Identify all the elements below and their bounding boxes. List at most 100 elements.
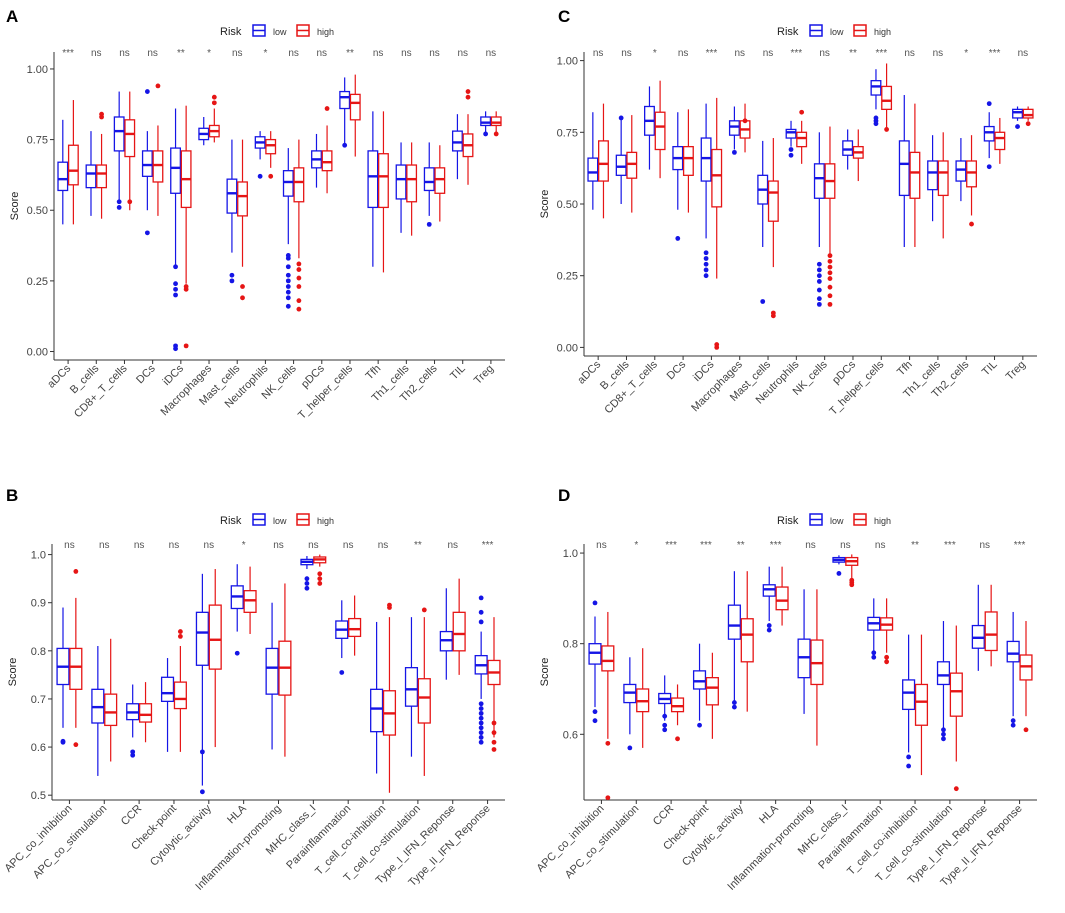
outlier-point xyxy=(884,654,890,660)
outlier-point xyxy=(816,273,822,279)
box-iqr xyxy=(321,150,333,172)
outlier-point xyxy=(1025,121,1031,127)
outlier-point xyxy=(969,221,974,227)
outlier-point xyxy=(199,749,205,755)
box-low xyxy=(230,564,244,656)
x-tick-label: CCR xyxy=(651,803,676,828)
outlier-point xyxy=(884,127,889,132)
box-low xyxy=(282,148,294,309)
box-iqr xyxy=(983,125,995,142)
outlier-point xyxy=(986,101,992,107)
x-tick-label: Tfh xyxy=(895,359,915,379)
box-low xyxy=(936,621,951,742)
box-low xyxy=(56,607,70,745)
significance-label: ns xyxy=(457,48,468,59)
outlier-point xyxy=(478,701,484,707)
box-high xyxy=(278,583,292,757)
outlier-point xyxy=(478,710,484,716)
outlier-point xyxy=(478,609,484,615)
significance-label: ns xyxy=(763,48,774,59)
x-tick-label: Parainflammation xyxy=(284,803,353,872)
outlier-point xyxy=(229,272,235,278)
outlier-point xyxy=(675,236,681,241)
box-high xyxy=(636,648,650,748)
box-low xyxy=(160,658,175,752)
box-high xyxy=(767,138,779,319)
outlier-point xyxy=(766,623,772,628)
outlier-point xyxy=(906,763,912,769)
box-low xyxy=(254,131,266,179)
outlier-point xyxy=(605,795,611,801)
outlier-point xyxy=(714,342,720,347)
outlier-point xyxy=(304,585,310,591)
significance-label: ** xyxy=(346,48,354,59)
box-high xyxy=(348,595,362,656)
box-high xyxy=(487,617,501,752)
y-tick-label: 0.8 xyxy=(31,646,46,658)
outlier-point xyxy=(339,670,345,675)
y-axis-label: Score xyxy=(539,190,551,219)
box-low xyxy=(898,95,910,248)
significance-label: ns xyxy=(904,48,915,59)
y-tick-label: 0.9 xyxy=(31,598,46,610)
box-iqr xyxy=(348,617,362,638)
significance-label: *** xyxy=(989,48,1001,59)
outlier-point xyxy=(742,118,748,124)
outlier-point xyxy=(240,284,245,289)
box-low xyxy=(113,91,125,210)
box-iqr xyxy=(96,164,108,189)
box-iqr xyxy=(936,661,951,686)
legend-label-high: high xyxy=(317,27,334,37)
y-axis-label: Score xyxy=(7,658,19,687)
box-iqr xyxy=(615,154,627,176)
box-high xyxy=(417,607,431,776)
box-low xyxy=(198,116,210,146)
significance-label: ns xyxy=(486,48,497,59)
box-low xyxy=(692,643,707,728)
y-tick-label: 0.7 xyxy=(31,694,46,706)
box-high xyxy=(237,139,248,301)
outlier-point xyxy=(173,264,178,270)
outlier-point xyxy=(465,94,471,100)
legend-title: Risk xyxy=(220,26,242,38)
significance-label: ns xyxy=(169,540,180,551)
y-tick-label: 0.00 xyxy=(557,342,578,354)
panel-label: C xyxy=(558,7,570,26)
box-iqr xyxy=(767,180,779,222)
y-tick-label: 0.25 xyxy=(557,271,578,283)
significance-label: * xyxy=(263,48,267,59)
box-iqr xyxy=(113,116,125,152)
significance-label: ns xyxy=(308,540,319,551)
significance-label: ns xyxy=(373,48,384,59)
y-tick-label: 1.0 xyxy=(563,548,578,560)
x-tick-label: DCs xyxy=(665,358,689,382)
box-high xyxy=(881,63,893,132)
outlier-point xyxy=(703,250,709,256)
outlier-point xyxy=(229,278,235,284)
legend: Risk low high xyxy=(777,513,891,527)
panel-a: A Risk low high 0.00 0.25 0.50 0.75 1.00 Score aDC… xyxy=(0,0,532,456)
panel-label: B xyxy=(6,486,18,505)
legend-title: Risk xyxy=(220,515,242,527)
box-high xyxy=(880,598,894,665)
box-low xyxy=(623,657,637,751)
box-iqr xyxy=(937,160,949,197)
outlier-point xyxy=(703,273,709,279)
box-iqr xyxy=(141,150,153,177)
x-tick-label: TIL xyxy=(448,363,468,383)
box-high xyxy=(601,611,615,801)
box-high xyxy=(1019,621,1033,733)
box-high xyxy=(626,115,638,213)
y-axis-label: Score xyxy=(9,192,21,221)
outlier-point xyxy=(317,581,323,586)
box-low xyxy=(226,139,238,284)
outlier-point xyxy=(491,720,497,726)
outlier-point xyxy=(493,131,499,137)
significance-label: ns xyxy=(204,540,215,551)
outlier-point xyxy=(816,296,822,302)
outlier-point xyxy=(296,298,302,304)
significance-label: ns xyxy=(734,48,745,59)
box-high xyxy=(104,638,118,762)
box-low xyxy=(141,89,153,236)
box-high xyxy=(243,566,257,634)
